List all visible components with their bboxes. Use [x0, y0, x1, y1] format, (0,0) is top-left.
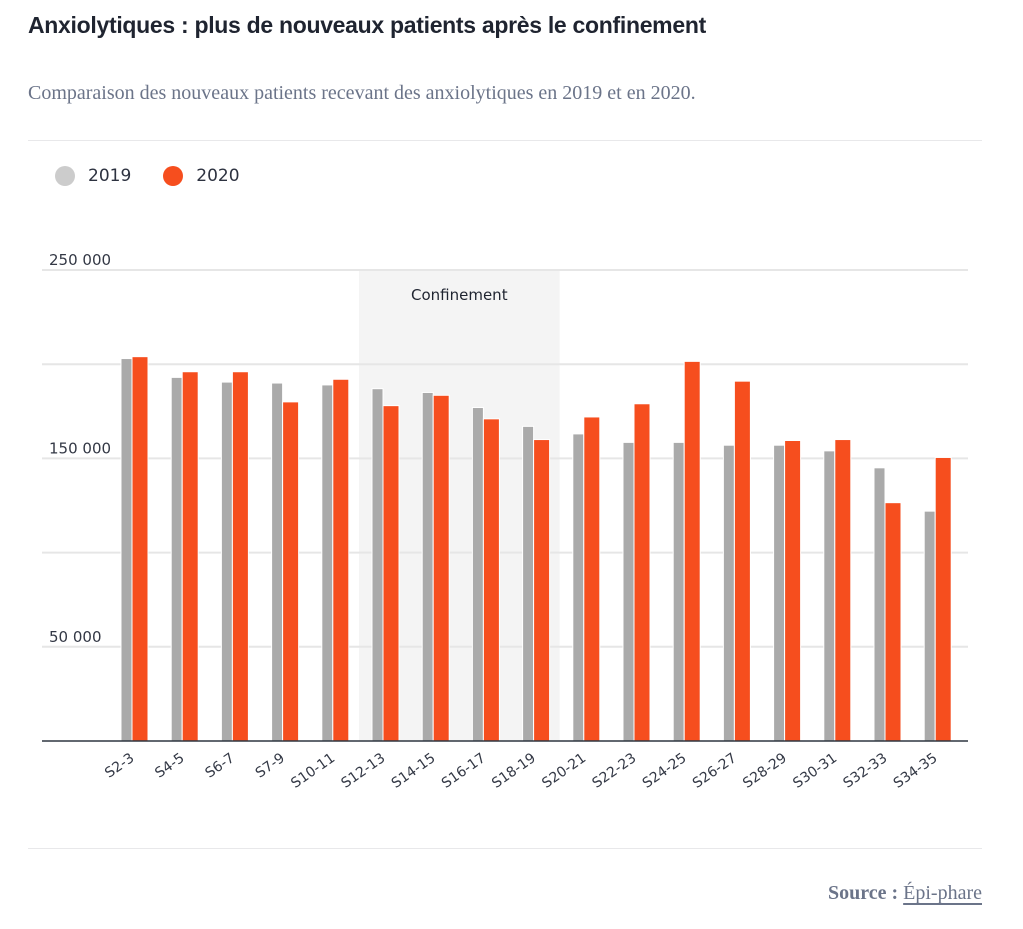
bar-2019	[572, 433, 585, 742]
header-divider	[28, 140, 982, 141]
x-tick-label: S34-35	[891, 750, 941, 792]
bar-group	[622, 403, 651, 742]
bar-2019	[471, 407, 484, 742]
chart-title: Anxiolytiques : plus de nouveaux patient…	[28, 12, 706, 38]
x-tick-label: S14-15	[389, 750, 439, 792]
bar-2019	[622, 441, 635, 742]
bar-group	[572, 416, 601, 742]
bar-2019	[321, 384, 334, 742]
bar-2020	[834, 439, 852, 742]
x-tick-label: S7-9	[253, 750, 288, 781]
bar-group	[522, 425, 551, 742]
legend-swatch-2020	[163, 166, 184, 186]
bar-group	[421, 391, 450, 742]
bar-2019	[823, 450, 836, 742]
bar-group	[170, 371, 199, 742]
legend-item-2020[interactable]: 2020	[163, 166, 240, 186]
bar-2019	[170, 376, 183, 742]
x-tick-label: S4-5	[152, 750, 187, 781]
bar-2020	[533, 439, 551, 742]
bar-2020	[332, 378, 350, 742]
x-tick-label: S24-25	[640, 750, 690, 792]
bar-2020	[131, 356, 149, 742]
chart-subtitle: Comparaison des nouveaux patients receva…	[28, 82, 696, 104]
bar-2019	[672, 441, 685, 742]
bar-group	[371, 388, 400, 742]
legend-item-2019[interactable]: 2019	[55, 166, 131, 186]
bar-2020	[683, 360, 701, 742]
bar-2020	[633, 403, 651, 742]
bar-2019	[120, 358, 133, 742]
x-tick-label: S18-19	[489, 750, 539, 792]
source-link[interactable]: Épi-phare	[903, 882, 982, 904]
bar-2019	[773, 444, 786, 742]
y-tick-label: 250 000	[49, 251, 111, 269]
bar-group	[471, 407, 500, 742]
x-tick-label: S32-33	[841, 750, 891, 792]
bar-2020	[482, 418, 500, 742]
bar-group	[672, 360, 701, 742]
bar-2019	[421, 391, 434, 742]
bar-2019	[722, 444, 735, 742]
y-tick-label: 150 000	[49, 439, 111, 457]
bar-2020	[884, 502, 902, 742]
bar-group	[873, 467, 902, 742]
x-tick-label: S26-27	[690, 750, 740, 792]
x-tick-label: S12-13	[339, 750, 389, 792]
bar-2019	[271, 382, 284, 742]
bar-2019	[220, 381, 233, 742]
bar-group	[823, 439, 852, 742]
x-tick-label: S16-17	[439, 750, 489, 792]
bar-group	[271, 382, 300, 742]
x-tick-label: S30-31	[790, 750, 840, 792]
bar-2020	[784, 440, 802, 742]
footer-divider	[28, 848, 982, 849]
bar-group	[722, 380, 751, 742]
y-tick-label: 50 000	[49, 628, 102, 646]
bar-2020	[181, 371, 199, 742]
bar-2020	[382, 405, 400, 742]
bar-2020	[934, 456, 952, 742]
bar-2019	[371, 388, 384, 742]
bar-2019	[923, 510, 936, 742]
bar-2019	[873, 467, 886, 742]
bar-group	[220, 371, 249, 742]
confinement-label: Confinement	[411, 286, 508, 304]
x-tick-label: S20-21	[539, 750, 589, 792]
bar-2020	[231, 371, 249, 742]
legend-label-2020: 2020	[196, 166, 240, 186]
bar-group	[321, 378, 350, 742]
bar-2019	[522, 425, 535, 742]
x-tick-label: S22-23	[590, 750, 640, 792]
bar-2020	[282, 401, 300, 742]
x-tick-label: S28-29	[740, 750, 790, 792]
source-label: Source :	[827, 882, 899, 904]
legend-swatch-2019	[55, 166, 75, 186]
bar-2020	[583, 416, 601, 742]
x-tick-label: S10-11	[288, 750, 338, 792]
bar-group	[923, 456, 952, 742]
x-tick-label: S2-3	[102, 750, 137, 781]
legend: 2019 2020	[55, 166, 272, 186]
legend-label-2019: 2019	[88, 166, 132, 186]
bar-2020	[733, 380, 751, 742]
bar-group	[120, 356, 149, 742]
source-credit: Source : Épi-phare	[828, 882, 982, 905]
x-tick-label: S6-7	[202, 750, 237, 781]
bar-2020	[432, 394, 450, 742]
bar-group	[773, 440, 802, 742]
